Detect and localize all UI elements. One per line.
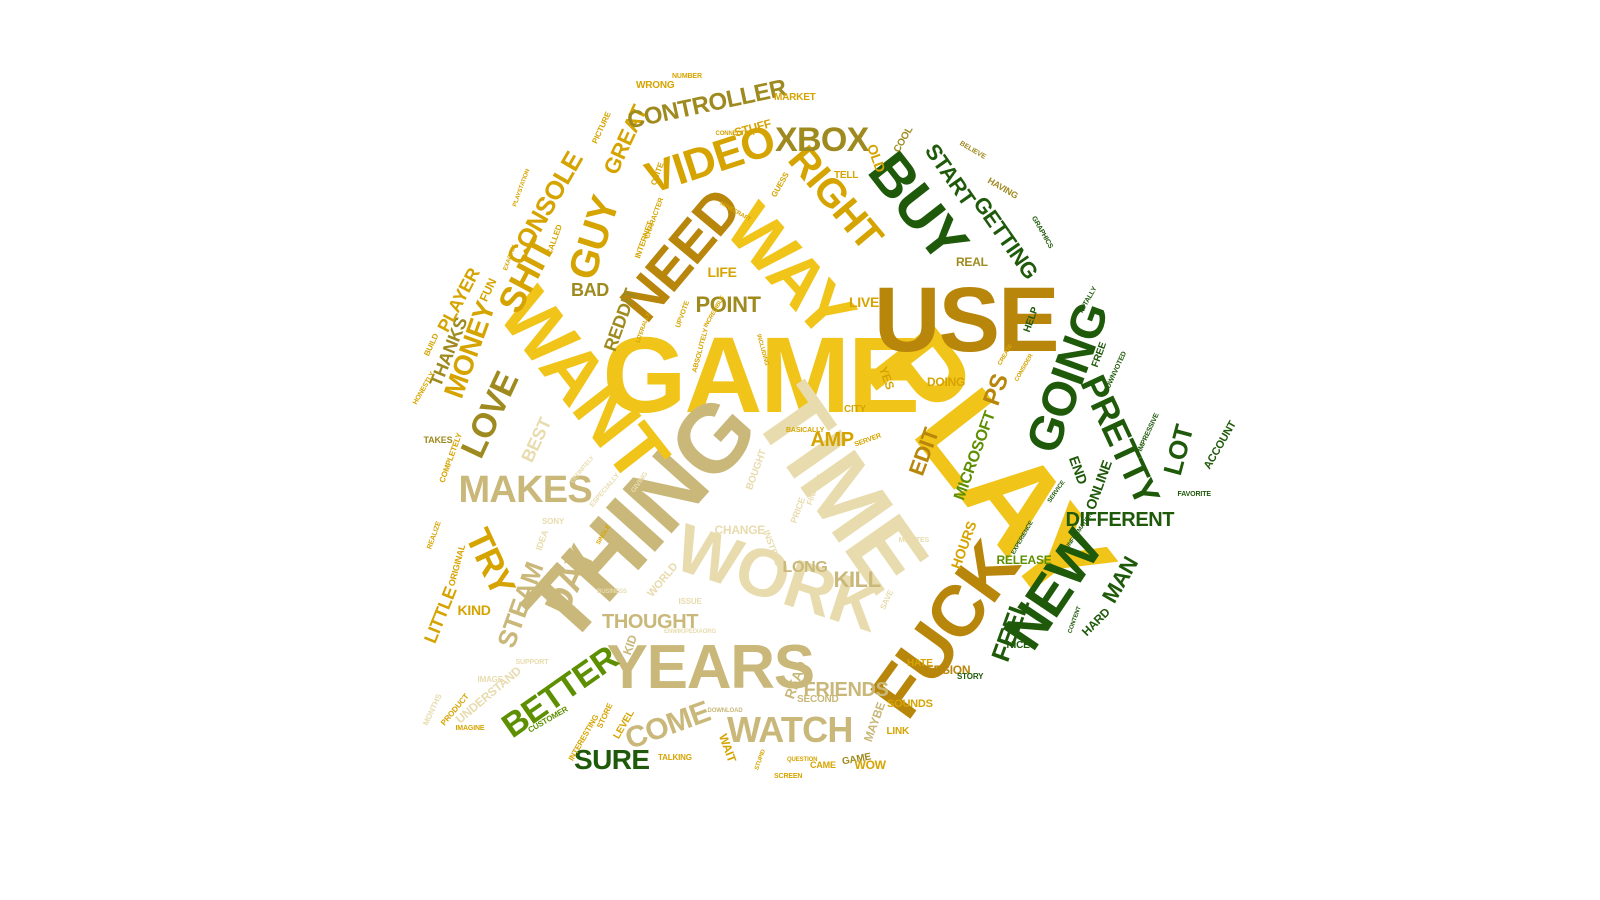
word-question: QUESTION [787, 757, 818, 763]
word-nice: NICE [1006, 640, 1030, 651]
word-support: SUPPORT [515, 658, 549, 666]
word-takes: TAKES [423, 434, 453, 445]
word-market: MARKET [774, 92, 816, 103]
word-graphics: GRAPHICS [1029, 214, 1054, 250]
word-life: LIFE [707, 264, 738, 280]
word-wrong: WRONG [636, 80, 675, 91]
word-real: REAL [956, 255, 988, 269]
word-minutes: MINUTES [898, 536, 930, 544]
word-impressive: IMPRESSIVE [1136, 411, 1161, 453]
word-image: IMAGE [477, 675, 504, 684]
word-picture: PICTURE [590, 110, 613, 146]
word-xbox: XBOX [775, 121, 869, 159]
word-enwikipediaorg: ENWIKIPEDIAORG [664, 629, 716, 635]
word-guy: GUY [560, 191, 629, 285]
word-business: BUSINESS [597, 589, 627, 595]
word-point: POINT [695, 292, 761, 317]
word-second: SECOND [797, 694, 839, 705]
word-wow: WOW [854, 758, 887, 772]
word-city: CITY [844, 404, 866, 415]
word-different: DIFFERENT [1065, 509, 1175, 531]
word-live: LIVE [849, 294, 879, 310]
word-makes: MAKES [458, 469, 593, 511]
word-doing: DOING [927, 375, 966, 389]
word-thought: THOUGHT [602, 611, 699, 633]
word-screen: SCREEN [774, 772, 803, 780]
word-tell: TELL [834, 170, 859, 181]
word-amp: AMP [810, 429, 855, 451]
word-bad: BAD [571, 280, 609, 300]
word-link: LINK [886, 726, 910, 737]
word-best: BEST [516, 414, 555, 466]
word-favorite: FAVORITE [1177, 490, 1212, 498]
word-story: STORY [957, 672, 984, 681]
word-change: CHANGE [714, 523, 766, 537]
word-long: LONG [782, 559, 828, 576]
word-imagine: IMAGINE [455, 724, 485, 732]
word-better: BETTER [495, 638, 625, 746]
word-basically: BASICALLY [786, 426, 825, 434]
word-connection: CONNECTION [715, 131, 755, 137]
word-little: LITTLE [419, 583, 461, 647]
word-watch: WATCH [727, 709, 853, 750]
word-kind: KIND [457, 602, 491, 618]
word-account: ACCOUNT [1201, 418, 1239, 471]
word-sony: SONY [542, 517, 565, 526]
word-talking: TALKING [658, 753, 692, 762]
word-maybe: MAYBE [860, 700, 888, 744]
word-sounds: SOUNDS [887, 697, 933, 710]
word-realize: REALIZE [425, 520, 443, 550]
word-years: YEARS [606, 633, 816, 702]
word-stupid: STUPID [753, 748, 767, 772]
word-guess: GUESS [768, 170, 791, 199]
word-game: GAME [602, 314, 921, 435]
word-hate: HATE [907, 658, 933, 669]
word-release: RELEASE [996, 553, 1052, 567]
word-original: ORIGINAL [445, 543, 467, 587]
word-number: NUMBER [672, 72, 702, 80]
word-use: USE [874, 269, 1059, 371]
word-lot: LOT [1157, 421, 1200, 479]
word-download: DOWNLOAD [707, 708, 743, 714]
word-hard: HARD [1078, 605, 1113, 639]
word-friends: FRIENDS [803, 679, 889, 701]
word-came: CAME [810, 759, 836, 770]
word-sure: SURE [574, 744, 650, 775]
word-issue: ISSUE [678, 597, 702, 606]
word-kill: KILL [833, 567, 882, 592]
word-playstation: PLAYSTATION [512, 168, 532, 208]
word-honestly: HONESTLY [412, 370, 437, 406]
word-believe: BELIEVE [957, 139, 987, 161]
word-version: VERSION [918, 663, 971, 677]
